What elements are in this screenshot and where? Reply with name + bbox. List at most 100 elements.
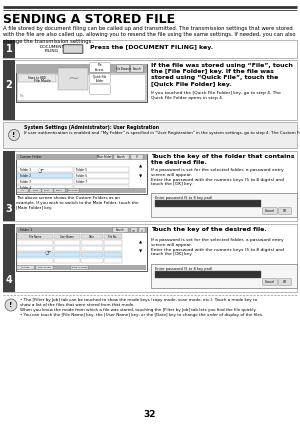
Bar bbox=[104, 258, 122, 263]
Bar bbox=[74, 179, 129, 184]
Text: Quick File
Folder: Quick File Folder bbox=[93, 74, 106, 83]
Bar bbox=[16, 154, 147, 194]
Text: If a password is set for the selected folder, a password entry
screen will appea: If a password is set for the selected fo… bbox=[151, 238, 284, 256]
Text: ▼: ▼ bbox=[140, 249, 142, 253]
Text: >: > bbox=[141, 228, 143, 232]
Text: !: ! bbox=[12, 132, 16, 138]
FancyBboxPatch shape bbox=[90, 74, 110, 83]
FancyBboxPatch shape bbox=[279, 279, 291, 285]
Text: File Browser: File Browser bbox=[116, 66, 130, 71]
Bar bbox=[3, 60, 15, 120]
FancyBboxPatch shape bbox=[42, 188, 53, 193]
Text: If user authentication is enabled and “My Folder” is specified in “User Registra: If user authentication is enabled and “M… bbox=[24, 131, 300, 135]
Bar bbox=[17, 188, 146, 193]
Text: Folder 1: Folder 1 bbox=[20, 228, 32, 232]
Text: • The [Filter by Job] tab can be touched to show the mode keys (copy mode, scan : • The [Filter by Job] tab can be touched… bbox=[20, 298, 257, 312]
Text: If you touched the [Quick File Folder] key, go to step 4. The
Quick File Folder : If you touched the [Quick File Folder] k… bbox=[151, 91, 281, 100]
Bar bbox=[155, 200, 261, 207]
Bar bbox=[18, 75, 145, 100]
Text: Search: Search bbox=[116, 228, 125, 232]
Bar bbox=[54, 234, 80, 239]
Text: Store to HDD: Store to HDD bbox=[28, 76, 46, 80]
Text: Back to Folder: Back to Folder bbox=[72, 267, 87, 268]
Text: ALL: ALL bbox=[20, 190, 25, 191]
FancyBboxPatch shape bbox=[131, 154, 143, 160]
FancyBboxPatch shape bbox=[263, 208, 277, 214]
Bar bbox=[74, 173, 129, 178]
FancyBboxPatch shape bbox=[90, 85, 110, 94]
Text: 1: 1 bbox=[6, 44, 12, 54]
Bar bbox=[17, 258, 53, 263]
FancyBboxPatch shape bbox=[139, 227, 145, 232]
Text: Cancel: Cancel bbox=[265, 209, 275, 213]
Bar bbox=[104, 240, 122, 245]
Bar bbox=[16, 227, 147, 233]
Text: Folder 4: Folder 4 bbox=[20, 185, 31, 190]
Text: If a password is set for the selected folder, a password entry
screen will appea: If a password is set for the selected fo… bbox=[151, 168, 284, 186]
Bar bbox=[18, 74, 56, 82]
Bar bbox=[104, 246, 122, 251]
Text: File No.: File No. bbox=[108, 235, 118, 238]
FancyBboxPatch shape bbox=[279, 208, 291, 214]
Text: Main Folder: Main Folder bbox=[97, 155, 112, 159]
Text: File Name: File Name bbox=[29, 235, 41, 238]
Text: OK: OK bbox=[283, 209, 287, 213]
Bar bbox=[81, 234, 103, 239]
Text: Folder 5: Folder 5 bbox=[76, 167, 87, 172]
Text: Cancel: Cancel bbox=[265, 280, 275, 284]
Bar bbox=[3, 224, 15, 292]
Bar bbox=[81, 258, 103, 263]
Text: Folder 1: Folder 1 bbox=[20, 167, 31, 172]
FancyBboxPatch shape bbox=[117, 65, 129, 72]
Text: Folder 2: Folder 2 bbox=[20, 173, 31, 178]
Bar bbox=[54, 240, 80, 245]
Text: Press the [DOCUMENT FILING] key.: Press the [DOCUMENT FILING] key. bbox=[90, 45, 213, 50]
Text: Touch the key of the folder that contains
the desired file.: Touch the key of the folder that contain… bbox=[151, 154, 295, 165]
Circle shape bbox=[8, 130, 20, 141]
Bar bbox=[54, 252, 80, 257]
Text: System Settings (Administrator): User Registration: System Settings (Administrator): User Re… bbox=[24, 125, 159, 130]
Text: Search: Search bbox=[133, 66, 141, 71]
Bar bbox=[58, 68, 88, 90]
FancyBboxPatch shape bbox=[114, 154, 129, 160]
Bar bbox=[17, 252, 53, 257]
Text: Date: Date bbox=[89, 235, 95, 238]
Text: A file stored by document filing can be called up and transmitted. The transmiss: A file stored by document filing can be … bbox=[3, 26, 296, 44]
Text: !: ! bbox=[9, 302, 13, 308]
FancyBboxPatch shape bbox=[131, 65, 143, 72]
Text: If the file was stored using “File”, touch
the [File Folder] key. If the file wa: If the file was stored using “File”, tou… bbox=[151, 63, 293, 87]
Bar bbox=[3, 224, 297, 292]
Text: Folder 3: Folder 3 bbox=[20, 179, 31, 184]
Text: • You can touch the [File Name] key, the [User Name] key, or the [Date] key to c: • You can touch the [File Name] key, the… bbox=[20, 313, 263, 317]
Text: File Mode: File Mode bbox=[34, 79, 51, 83]
Bar bbox=[3, 40, 15, 58]
FancyBboxPatch shape bbox=[68, 188, 79, 193]
Text: User Name: User Name bbox=[60, 235, 74, 238]
Bar bbox=[74, 167, 129, 172]
Text: 4: 4 bbox=[6, 275, 12, 285]
Text: Folder 7: Folder 7 bbox=[76, 179, 88, 184]
FancyBboxPatch shape bbox=[30, 188, 41, 193]
Text: ▲: ▲ bbox=[140, 240, 142, 244]
FancyBboxPatch shape bbox=[17, 188, 28, 193]
Bar bbox=[54, 246, 80, 251]
Text: FILING: FILING bbox=[45, 49, 59, 53]
Text: Touch the key of the desired file.: Touch the key of the desired file. bbox=[151, 227, 267, 232]
Bar bbox=[151, 264, 297, 288]
Text: DOCUMENT: DOCUMENT bbox=[39, 45, 64, 48]
Bar bbox=[16, 154, 147, 160]
FancyBboxPatch shape bbox=[36, 265, 53, 269]
Text: Folder 6: Folder 6 bbox=[76, 173, 88, 178]
Bar bbox=[3, 151, 15, 221]
Bar bbox=[3, 40, 297, 58]
Bar bbox=[54, 258, 80, 263]
Text: Filter by Job: Filter by Job bbox=[38, 267, 51, 268]
Bar bbox=[17, 185, 73, 190]
Text: The above screen shows the Custom Folders as an
example. If you wish to switch t: The above screen shows the Custom Folder… bbox=[16, 196, 139, 210]
Text: OK: OK bbox=[283, 280, 287, 284]
Bar bbox=[151, 193, 297, 217]
Bar bbox=[16, 64, 147, 73]
Bar bbox=[74, 185, 129, 190]
Text: All Files: All Files bbox=[21, 267, 30, 268]
Bar bbox=[17, 234, 53, 239]
